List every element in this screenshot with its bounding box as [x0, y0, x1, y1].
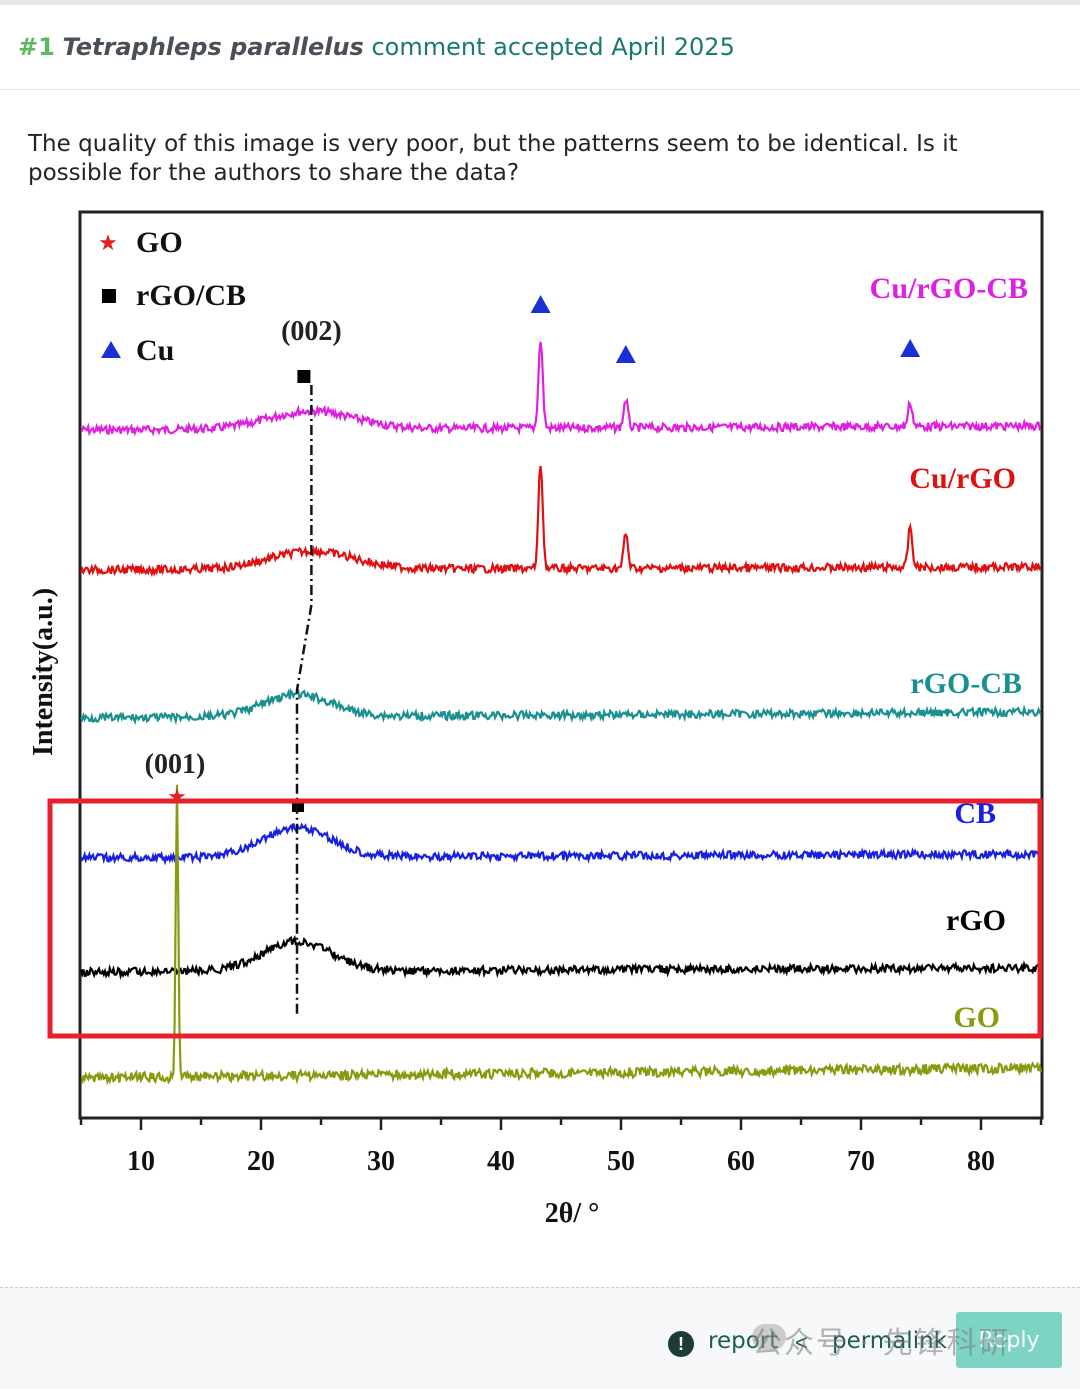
- legend-star-icon: ★: [98, 230, 118, 255]
- cu-peak-marker: [530, 295, 551, 313]
- x-axis-label: 2θ/ °: [545, 1198, 600, 1229]
- commenter-name[interactable]: Tetraphleps parallelus: [62, 33, 364, 61]
- x-tick-label: 60: [727, 1146, 755, 1177]
- series-label: rGO-CB: [910, 667, 1022, 700]
- chart-annotations: (002) (001): [145, 316, 342, 780]
- highlight-box: [47, 798, 1043, 1039]
- comment-header: #1 Tetraphleps parallelus comment accept…: [0, 5, 1080, 90]
- series-label: Cu/rGO-CB: [870, 272, 1028, 305]
- rgo-cb-peak-marker: [297, 370, 311, 383]
- permalink-link[interactable]: permalink: [832, 1328, 947, 1354]
- x-tick-label: 40: [487, 1146, 515, 1177]
- legend-label: Cu: [136, 334, 174, 367]
- peak-annotation: (002): [281, 316, 342, 347]
- legend-label: GO: [136, 226, 183, 259]
- comment-body: The quality of this image is very poor, …: [28, 131, 958, 186]
- cu-peak-marker: [900, 339, 921, 357]
- legend-triangle-icon: [101, 341, 121, 358]
- x-tick-label: 30: [367, 1146, 395, 1177]
- series-line-cb: [80, 822, 1042, 866]
- series-line-rgo: [79, 934, 1043, 980]
- comment-number[interactable]: #1: [18, 33, 55, 61]
- share-icon[interactable]: <: [795, 1330, 808, 1355]
- reference-line-002: [295, 385, 313, 1015]
- y-axis-label: Intensity(a.u.): [28, 588, 59, 756]
- exclamation-circle-icon[interactable]: !: [668, 1331, 694, 1357]
- traces-layer: [79, 341, 1043, 1086]
- x-tick-label: 70: [847, 1146, 875, 1177]
- x-tick-label: 50: [607, 1146, 635, 1177]
- watermark-bubble-icon: [752, 1324, 786, 1350]
- series-line-go: [80, 784, 1043, 1086]
- comment-footer: ! report < permalink Reply 公众号 · 先锋科研: [0, 1287, 1080, 1389]
- x-tick-label: 20: [247, 1146, 275, 1177]
- peak-annotation: (001): [145, 749, 206, 780]
- chart-legend: ★ GO rGO/CB Cu: [98, 226, 246, 367]
- x-axis: 10 20 30 40 50 60 70 80: [79, 1118, 1043, 1177]
- series-label: Cu/rGO: [909, 462, 1016, 495]
- reference-lines-layer: [295, 385, 313, 1015]
- series-line-cu-rgo: [79, 466, 1042, 578]
- top-divider: [0, 0, 1080, 5]
- comment-title: #1 Tetraphleps parallelus comment accept…: [18, 33, 735, 61]
- reply-button[interactable]: Reply: [956, 1312, 1062, 1368]
- x-tick-label: 10: [127, 1146, 155, 1177]
- legend-square-icon: [102, 289, 116, 303]
- series-label: GO: [953, 1001, 1000, 1034]
- plot-frame: [78, 210, 1044, 1120]
- comment-status: comment accepted April 2025: [371, 33, 735, 61]
- x-tick-label: 80: [967, 1146, 995, 1177]
- report-link[interactable]: report: [708, 1328, 779, 1354]
- cu-peak-marker: [615, 345, 636, 363]
- series-line-cu-rgo-cb: [80, 341, 1042, 437]
- series-line-rgo-cb: [80, 687, 1042, 726]
- legend-label: rGO/CB: [136, 279, 246, 312]
- series-label: rGO: [946, 904, 1006, 937]
- go-peak-marker: ★: [167, 784, 187, 809]
